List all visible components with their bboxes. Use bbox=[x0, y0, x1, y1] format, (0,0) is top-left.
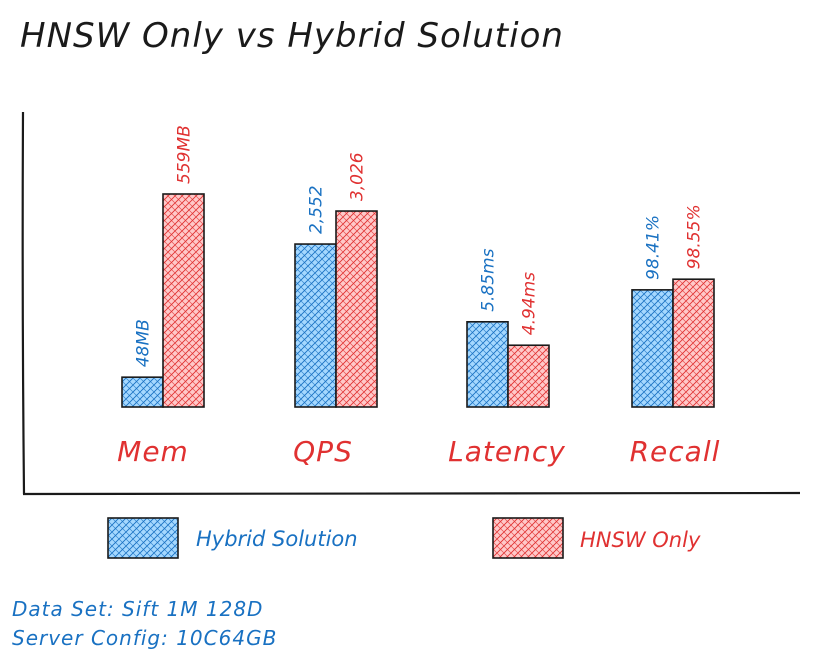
value-label-mem-hybrid: 48MB bbox=[134, 319, 154, 367]
category-label-recall: Recall bbox=[630, 435, 721, 468]
server-config-note: Server Config: 10C64GB bbox=[12, 626, 277, 650]
bar-qps-hybrid bbox=[294, 243, 337, 408]
value-label-latency-hnsw: 4.94ms bbox=[520, 272, 540, 335]
value-label-mem-hnsw: 559MB bbox=[175, 125, 195, 184]
bar-recall-hnsw bbox=[672, 278, 715, 408]
value-label-qps-hybrid: 2,552 bbox=[307, 185, 327, 234]
bars-group: 48MB 559MB 2,552 3,026 5.85ms 4.94ms 98.41% 98.… bbox=[121, 125, 715, 408]
legend-label-hnsw: HNSW Only bbox=[580, 528, 701, 552]
legend-label-hybrid: Hybrid Solution bbox=[196, 527, 358, 551]
bar-latency-hnsw bbox=[507, 344, 550, 408]
category-label-latency: Latency bbox=[448, 435, 566, 468]
value-label-qps-hnsw: 3,026 bbox=[348, 152, 368, 201]
x-axis-line bbox=[22, 491, 801, 496]
category-labels: Mem QPS Latency Recall bbox=[117, 435, 721, 468]
y-axis-line bbox=[21, 111, 26, 495]
bar-qps-hnsw bbox=[335, 210, 378, 408]
legend: Hybrid Solution HNSW Only bbox=[107, 517, 701, 559]
legend-swatch-hybrid bbox=[107, 517, 179, 559]
chart-title: HNSW Only vs Hybrid Solution bbox=[20, 16, 564, 56]
value-label-latency-hybrid: 5.85ms bbox=[479, 248, 499, 311]
legend-swatch-hnsw bbox=[492, 517, 564, 559]
category-label-qps: QPS bbox=[293, 435, 353, 468]
dataset-note: Data Set: Sift 1M 128D bbox=[12, 597, 263, 621]
bar-mem-hybrid bbox=[121, 376, 164, 408]
bar-recall-hybrid bbox=[631, 289, 674, 408]
value-label-recall-hnsw: 98.55% bbox=[685, 204, 705, 269]
category-label-mem: Mem bbox=[117, 435, 189, 468]
bar-mem-hnsw bbox=[162, 193, 205, 408]
bar-latency-hybrid bbox=[466, 320, 509, 408]
value-label-recall-hybrid: 98.41% bbox=[644, 215, 664, 280]
